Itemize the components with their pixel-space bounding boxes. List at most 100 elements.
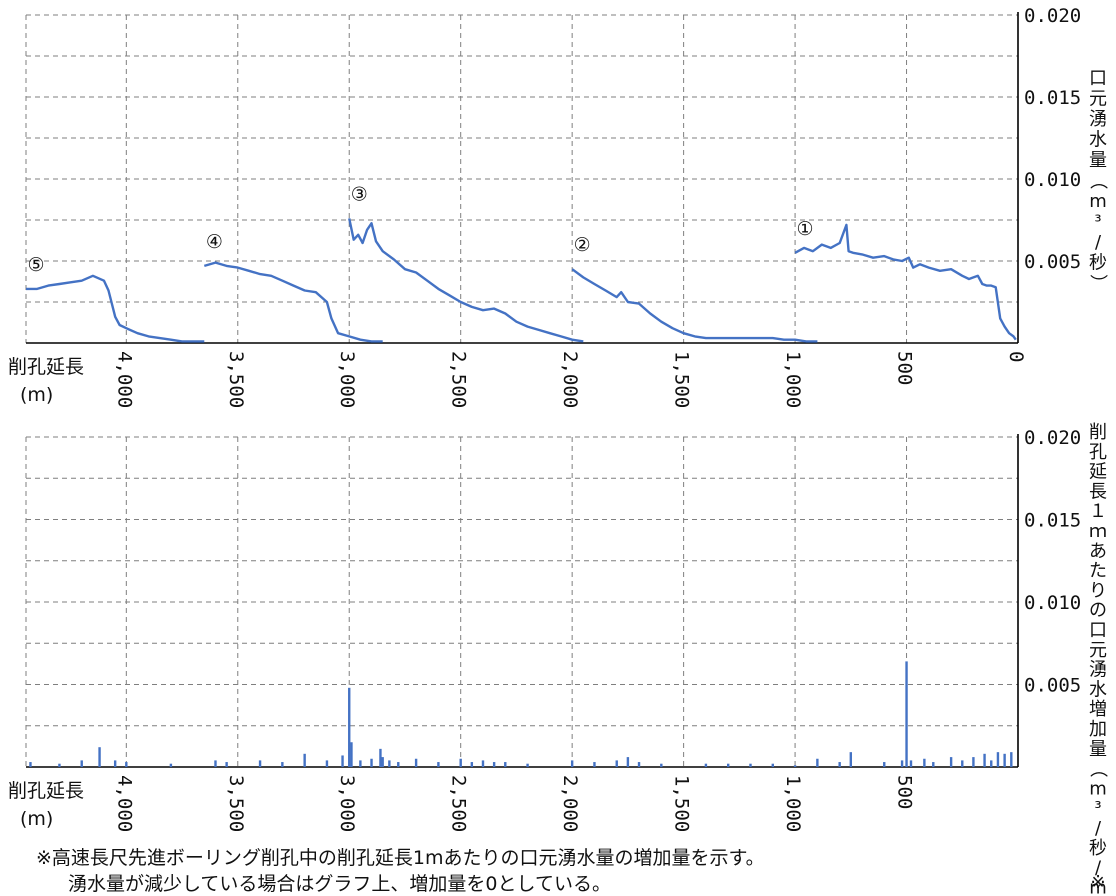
- bar: [370, 758, 373, 767]
- y-axis-title-char: ³: [1094, 212, 1101, 233]
- y-axis-title-char: （: [1087, 760, 1108, 778]
- bar: [961, 760, 964, 767]
- y-tick-label: 0.015: [1024, 87, 1081, 109]
- segment-label: ⑤: [27, 254, 44, 276]
- x-tick-label: 3,000: [336, 351, 358, 408]
- y-axis-title-char: （: [1087, 172, 1108, 190]
- bar: [225, 762, 228, 767]
- bar: [990, 760, 993, 767]
- y-axis-title-char: m: [1089, 191, 1107, 212]
- x-tick-label: 3,500: [225, 775, 247, 832]
- y-axis-title-char: 湧: [1089, 109, 1107, 130]
- y-tick-label: 0.005: [1024, 251, 1081, 273]
- segment-label: ②: [574, 234, 591, 256]
- bar: [816, 758, 819, 767]
- bar: [350, 742, 353, 767]
- y-tick-label: 0.005: [1024, 675, 1081, 697]
- bar: [459, 758, 462, 767]
- y-tick-label: 0.010: [1024, 169, 1081, 191]
- x-tick-label: 1,500: [671, 775, 693, 832]
- x-tick-label: 2,000: [559, 775, 581, 832]
- y-axis-title-char: 元: [1089, 89, 1107, 110]
- bar: [932, 762, 935, 767]
- y-axis-title-char: 加: [1089, 719, 1107, 740]
- y-tick-label: 0.010: [1024, 592, 1081, 614]
- bar: [704, 763, 708, 767]
- x-axis-title: 削孔延長: [8, 780, 84, 802]
- y-axis-title-char: /: [1095, 818, 1102, 839]
- bar: [397, 762, 400, 767]
- y-axis-title-char: 孔: [1089, 442, 1107, 463]
- bar: [492, 762, 496, 767]
- bar: [1010, 752, 1013, 767]
- series-line: [794, 223, 1017, 341]
- bar: [660, 763, 663, 767]
- series-line: [348, 218, 584, 343]
- x-tick-label: 3,500: [225, 351, 247, 408]
- bar: [379, 748, 382, 767]
- bar: [883, 762, 886, 767]
- x-axis-unit: (m): [20, 808, 53, 830]
- y-tick-label: 0.020: [1024, 427, 1081, 449]
- y-axis-title-char: /: [1095, 858, 1102, 879]
- y-axis-title-char: 湧: [1089, 660, 1107, 681]
- bar: [214, 760, 217, 767]
- y-axis-title-char: た: [1089, 561, 1107, 582]
- bar: [29, 762, 32, 767]
- bar: [526, 763, 529, 767]
- x-tick-label: 2,500: [448, 775, 470, 832]
- series-line: [203, 261, 383, 343]
- x-tick-label: 4,000: [113, 351, 135, 408]
- bar: [909, 760, 913, 767]
- y-axis-title-char: あ: [1089, 541, 1107, 562]
- y-axis-title-char: 秒: [1089, 838, 1107, 859]
- flow-line-chart: 0.005 0.010 0.015 0.020 0 500 1,000 1,500 2,000 2…: [8, 5, 1108, 408]
- x-tick-label: 0: [1005, 351, 1027, 362]
- x-tick-label: 1,500: [671, 351, 693, 408]
- increase-bar-chart: 0.005 0.010 0.015 0.020 500 1,000 1,500 2,000 2,…: [8, 422, 1108, 896]
- bar: [504, 762, 507, 767]
- bar: [281, 762, 284, 767]
- x-tick-label: 1,000: [782, 775, 804, 832]
- y-axis-title-char: /: [1095, 232, 1102, 253]
- y-axis-title-char: 元: [1089, 640, 1107, 661]
- y-axis-title-char: ³: [1094, 798, 1101, 819]
- bar: [983, 753, 986, 767]
- y-axis-title-char: 削: [1089, 422, 1107, 443]
- bar: [481, 760, 485, 767]
- bar: [1003, 753, 1006, 767]
- bar: [900, 760, 904, 767]
- y-axis-title-char: 口: [1089, 68, 1107, 89]
- bar: [113, 760, 117, 767]
- x-axis-title: 削孔延長: [8, 356, 84, 378]
- series-line: [26, 274, 205, 343]
- bar: [58, 763, 61, 767]
- bar: [381, 757, 384, 767]
- bar: [98, 747, 101, 767]
- bar: [470, 762, 474, 767]
- bar: [615, 760, 618, 767]
- bar: [125, 762, 128, 767]
- bar: [80, 760, 83, 767]
- y-axis-title-char: m: [1089, 778, 1107, 799]
- bar: [838, 762, 841, 767]
- x-tick-label: 2,000: [559, 351, 581, 408]
- bar: [905, 661, 908, 767]
- x-tick-label: 4,000: [113, 775, 135, 832]
- x-tick-label: 500: [894, 775, 916, 809]
- y-axis-title-char: m: [1089, 877, 1107, 896]
- y-axis-title-char: 延: [1089, 462, 1107, 483]
- y-axis-title-char: 口: [1089, 620, 1107, 641]
- bar: [749, 763, 752, 767]
- bar: [325, 760, 329, 767]
- y-axis-title-char: 量: [1089, 150, 1107, 171]
- bar: [972, 757, 975, 767]
- y-axis-title-char: 長: [1089, 481, 1107, 502]
- bar: [771, 763, 774, 767]
- x-tick-label: 2,500: [448, 351, 470, 408]
- y-axis-title-char: 水: [1089, 679, 1107, 700]
- y-axis-title-char: １: [1089, 501, 1107, 522]
- bar: [949, 757, 953, 767]
- bar: [341, 755, 344, 767]
